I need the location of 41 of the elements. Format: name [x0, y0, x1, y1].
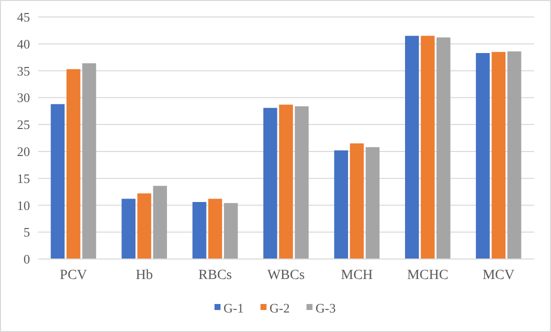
bar	[50, 104, 65, 259]
bar	[192, 202, 206, 259]
y-tick-label: 35	[17, 63, 30, 78]
y-tick-label: 30	[17, 90, 30, 106]
x-tick-label: RBCs	[198, 268, 232, 283]
bar	[405, 36, 419, 259]
x-tick-label: MCV	[482, 268, 515, 283]
y-tick-label: 25	[17, 117, 30, 132]
bar	[263, 108, 278, 259]
bar	[334, 150, 348, 259]
bar	[420, 36, 435, 259]
bar	[66, 69, 80, 259]
bar	[476, 53, 490, 259]
x-tick-label: PCV	[60, 268, 88, 283]
y-tick-label: 45	[17, 10, 30, 25]
bar	[279, 104, 293, 259]
legend-label: G-2	[270, 300, 290, 316]
bar	[153, 186, 167, 259]
bar	[224, 203, 238, 259]
bar	[208, 198, 222, 259]
legend-label: G-3	[316, 300, 336, 316]
bar	[137, 193, 152, 259]
x-tick-label: WBCs	[267, 268, 305, 283]
bar	[350, 143, 364, 259]
bar	[492, 52, 506, 259]
y-tick-label: 10	[17, 198, 30, 213]
bar	[507, 51, 522, 259]
x-tick-label: MCHC	[407, 268, 448, 283]
x-tick-label: Hb	[136, 268, 153, 283]
x-tick-label: MCH	[340, 268, 373, 283]
bar	[366, 147, 380, 259]
bar	[82, 63, 96, 259]
legend-label: G-1	[224, 300, 244, 316]
y-tick-label: 5	[24, 224, 30, 240]
bar	[436, 37, 450, 259]
bar	[294, 106, 309, 259]
y-tick-label: 20	[17, 144, 30, 159]
y-tick-label: 15	[17, 170, 30, 186]
y-tick-label: 0	[24, 252, 30, 267]
bar	[122, 198, 136, 259]
y-tick-label: 40	[17, 36, 30, 52]
